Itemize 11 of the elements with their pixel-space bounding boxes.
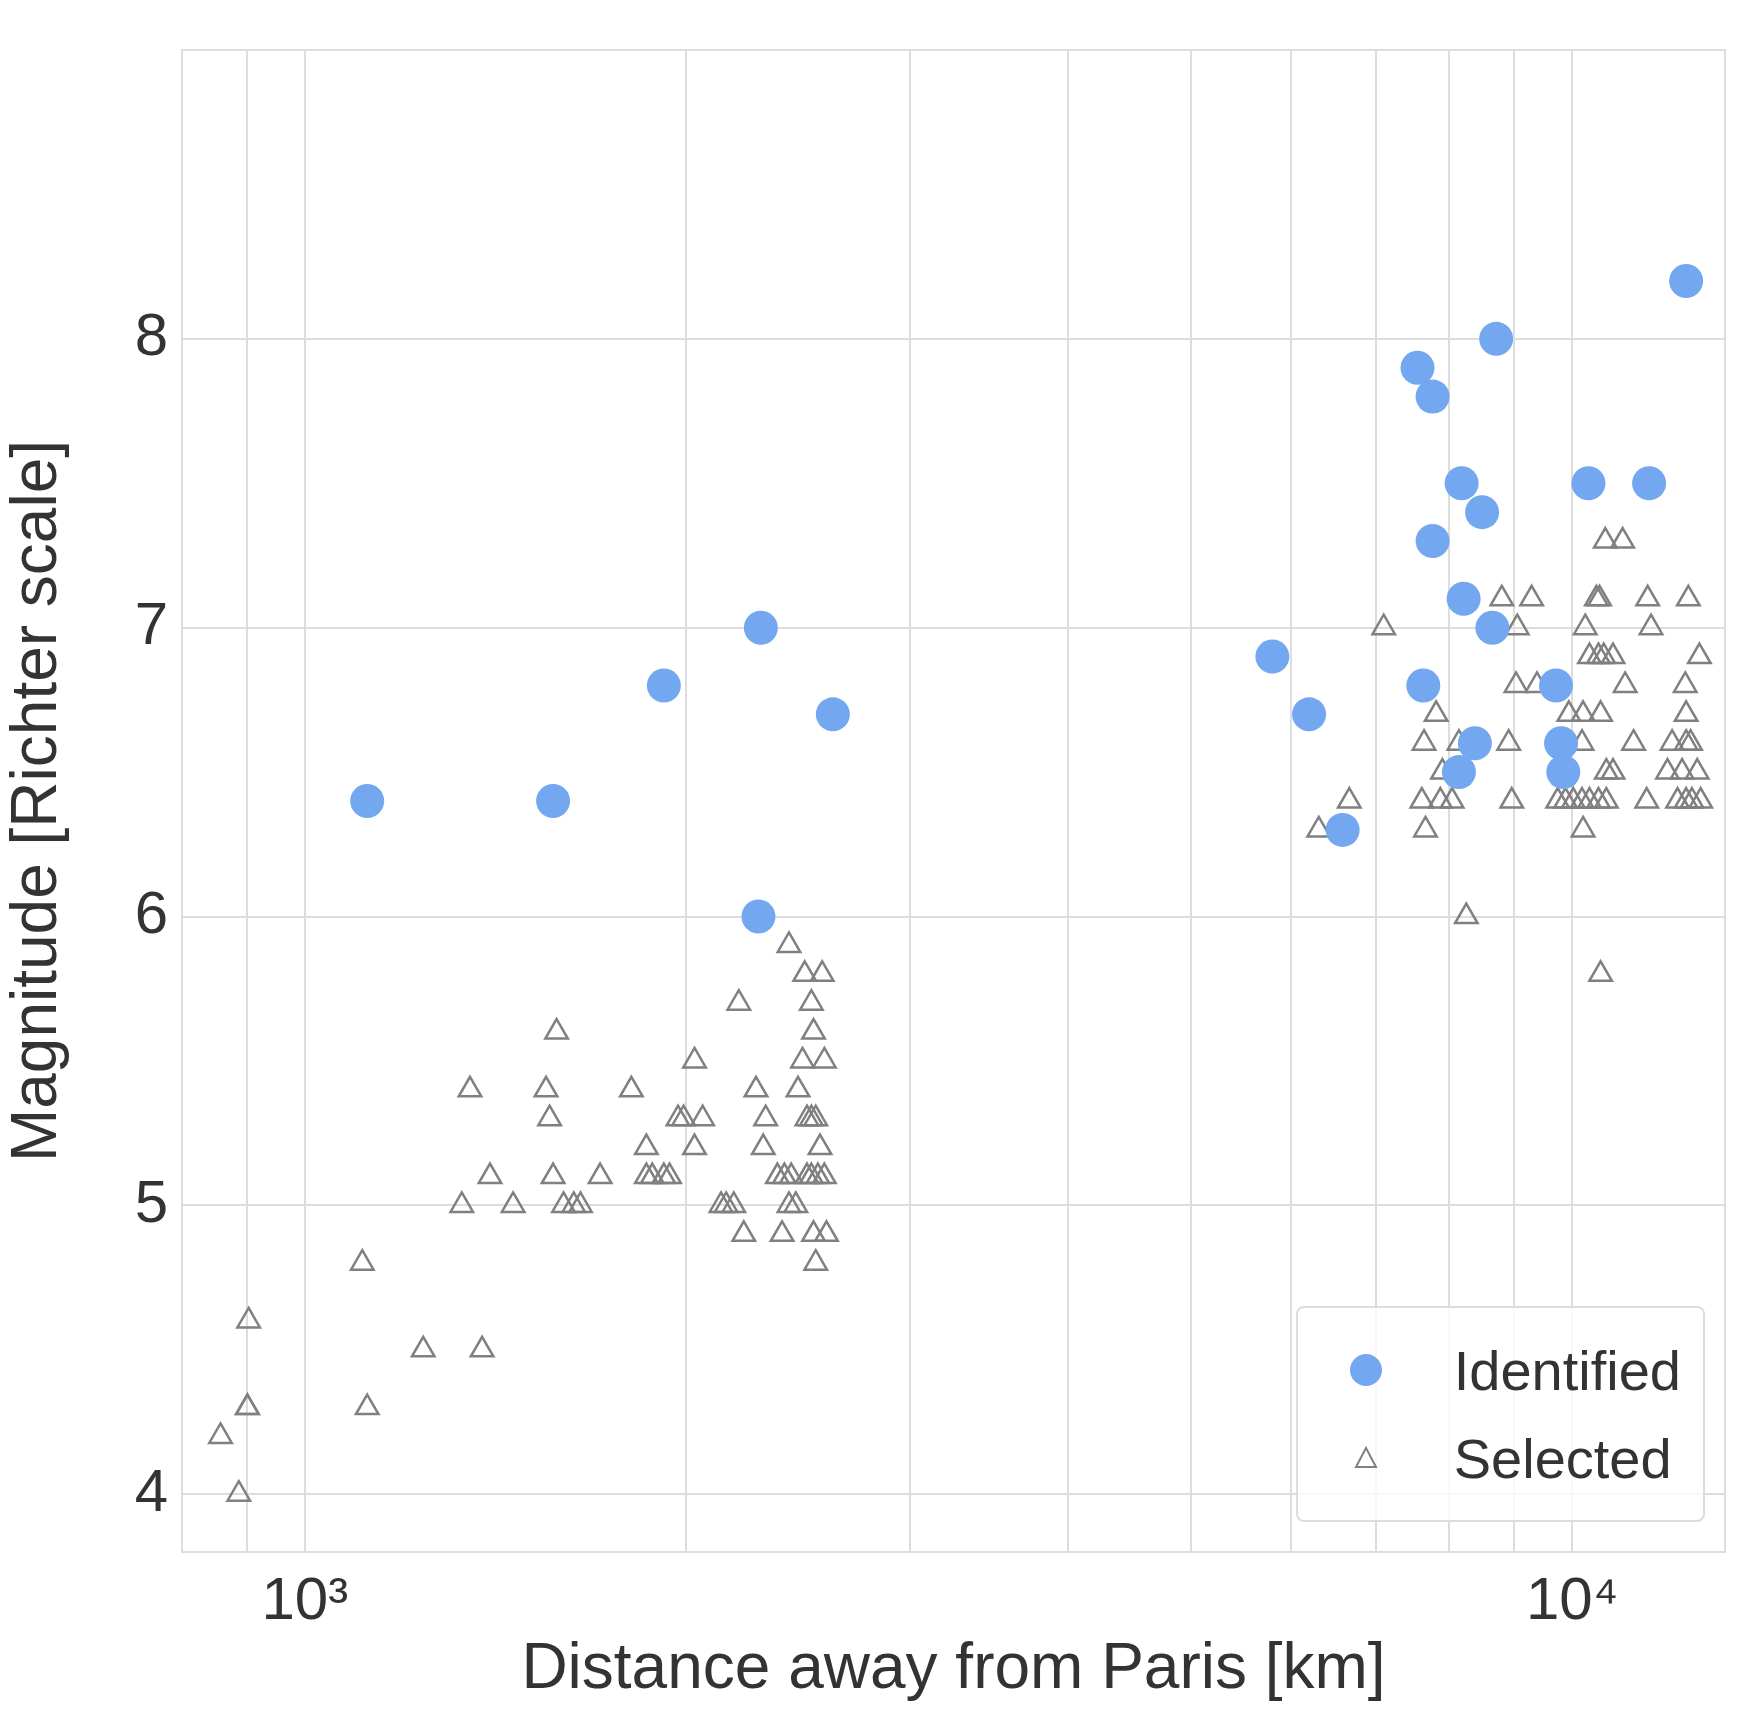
y-tick-label: 7 bbox=[134, 590, 168, 658]
legend-label: Identified bbox=[1453, 1337, 1681, 1403]
y-tick-label: 8 bbox=[134, 301, 168, 369]
x-axis-title: Distance away from Paris [km] bbox=[521, 1630, 1386, 1703]
x-tick-label: 10⁴ bbox=[1525, 1564, 1619, 1632]
y-tick-label: 4 bbox=[134, 1456, 168, 1524]
y-tick-label: 6 bbox=[134, 879, 168, 947]
legend-label: Selected bbox=[1453, 1425, 1672, 1491]
y-tick-label: 5 bbox=[134, 1167, 168, 1235]
y-axis-title: Magnitude [Richter scale] bbox=[0, 439, 71, 1163]
x-tick-label: 10³ bbox=[261, 1564, 349, 1632]
